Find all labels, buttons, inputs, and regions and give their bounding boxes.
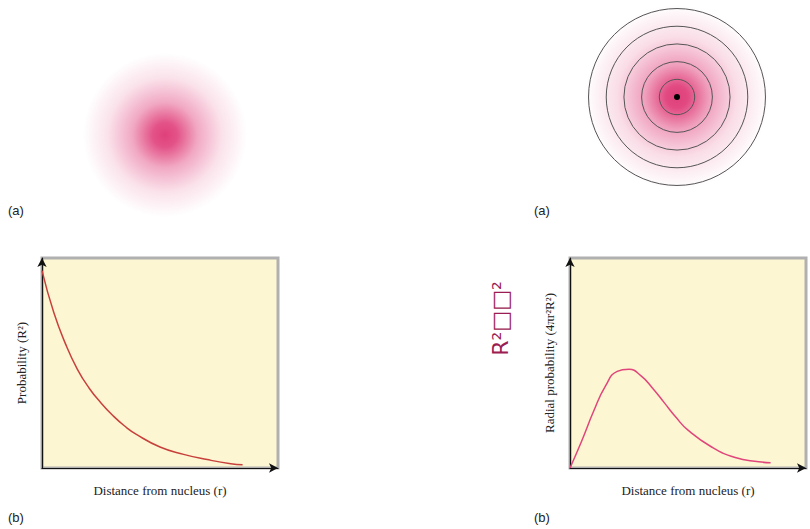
svg-text:Probability (R²): Probability (R²) bbox=[14, 322, 29, 404]
html-text:(b): (b) bbox=[8, 510, 24, 525]
svg-text:Distance from nucleus (r): Distance from nucleus (r) bbox=[621, 483, 754, 498]
html-text:(a): (a) bbox=[534, 203, 550, 218]
html-text:R²□□²: R²□□² bbox=[487, 280, 513, 356]
html-text:(a): (a) bbox=[8, 203, 24, 218]
html-text:(b): (b) bbox=[534, 510, 550, 525]
svg-text:Radial probability (4πr²R²): Radial probability (4πr²R²) bbox=[542, 293, 557, 433]
svg-text:Distance from nucleus (r): Distance from nucleus (r) bbox=[93, 483, 226, 498]
